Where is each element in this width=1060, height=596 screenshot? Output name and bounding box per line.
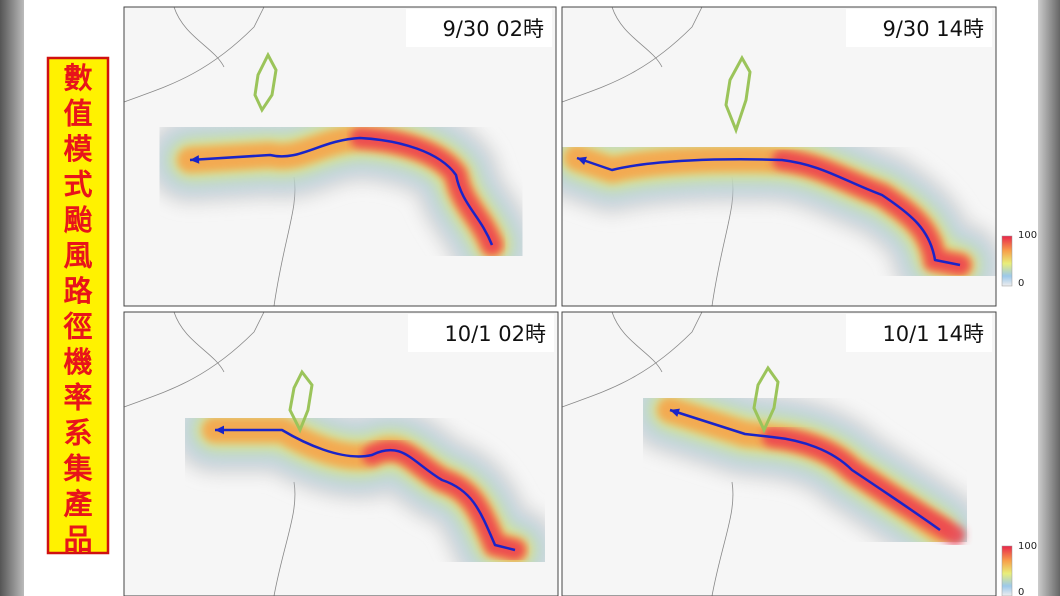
map-content — [124, 312, 558, 596]
coastline — [173, 7, 225, 68]
colorbar-scale — [1001, 545, 1013, 596]
mean-track — [669, 408, 941, 532]
colorbar-scale — [1001, 235, 1013, 287]
track-arrow — [577, 156, 587, 166]
map-frame — [561, 6, 997, 307]
map-content — [562, 312, 985, 596]
panel-label: 10/1 02時 — [444, 322, 546, 346]
coastline — [273, 481, 296, 596]
coastline — [173, 312, 225, 373]
colorbar-min: 0 — [1018, 278, 1024, 289]
coastline — [562, 7, 703, 103]
coastline — [124, 7, 265, 103]
coastline — [611, 312, 663, 373]
island — [752, 365, 780, 434]
mean-track — [576, 156, 961, 267]
map-content — [562, 7, 996, 306]
map-panel: 9/30 02時 — [123, 6, 557, 307]
track-arrow — [215, 425, 225, 435]
colorbar-max: 100 — [1018, 541, 1037, 552]
map-content — [124, 7, 537, 306]
map-frame — [561, 311, 997, 596]
panels: 9/30 02時 9/30 14時 10/1 02時 10/1 14時 — [123, 6, 997, 596]
coastline — [711, 481, 734, 596]
label-box — [408, 314, 554, 352]
label-box — [846, 9, 992, 47]
sidebar-title: 數值模式颱風路徑機率系集產品 — [62, 61, 93, 557]
coastline — [124, 312, 265, 408]
mean-track — [189, 136, 494, 246]
colorbar-max: 100 — [1018, 230, 1037, 241]
map-frame — [123, 6, 557, 307]
mean-track — [215, 428, 516, 552]
coastline — [611, 7, 663, 68]
label-box — [406, 9, 552, 47]
panel-label: 9/30 02時 — [442, 17, 544, 41]
coastline — [562, 312, 703, 408]
map-frame — [123, 311, 559, 596]
right-edge — [1038, 0, 1060, 596]
colorbar: 100 0 — [1001, 541, 1037, 596]
panel-label: 9/30 14時 — [882, 17, 984, 41]
sidebar-box — [46, 56, 110, 555]
map-panel: 9/30 14時 — [561, 6, 997, 307]
label-box — [846, 314, 992, 352]
island — [253, 51, 278, 114]
track-arrow — [670, 408, 680, 417]
island — [724, 54, 752, 135]
left-edge — [0, 0, 24, 596]
sidebar: 數值模式颱風路徑機率系集產品 — [46, 56, 110, 557]
map-panel: 10/1 14時 — [561, 311, 997, 596]
colorbar: 100 0 — [1001, 230, 1037, 289]
track-arrow — [190, 155, 200, 164]
map-panel: 10/1 02時 — [123, 311, 559, 596]
panel-label: 10/1 14時 — [882, 322, 984, 346]
colorbar-min: 0 — [1018, 587, 1024, 596]
island — [288, 369, 314, 434]
